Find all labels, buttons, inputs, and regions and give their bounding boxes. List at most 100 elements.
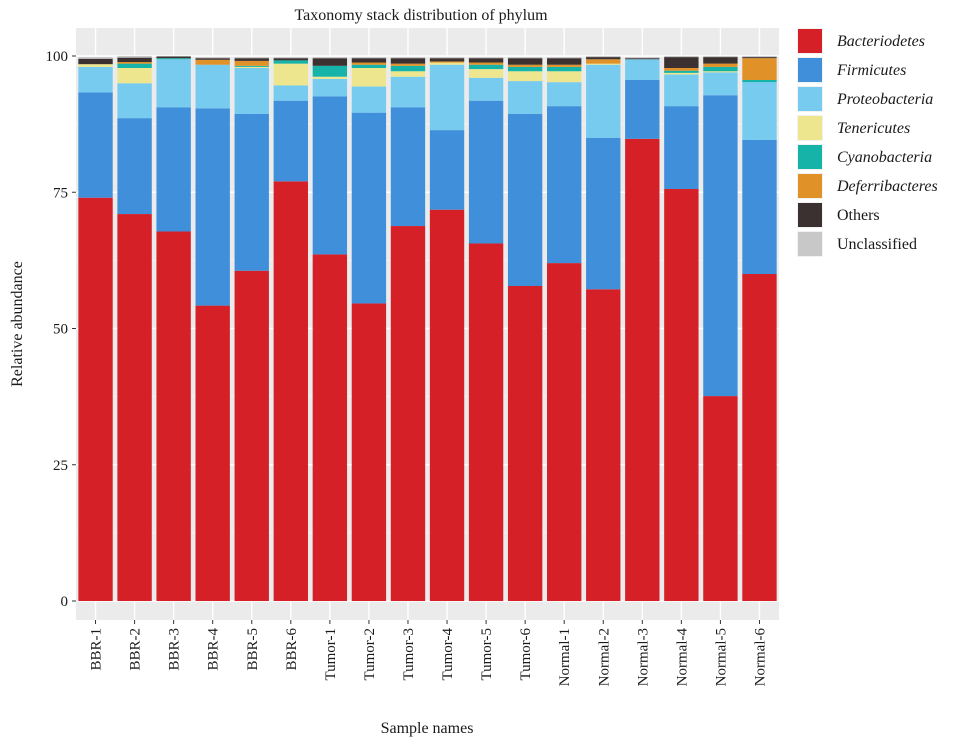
bar-segment <box>625 58 660 60</box>
legend-label: Bacteriodetes <box>837 33 925 50</box>
x-tick-label: Normal-5 <box>713 628 729 686</box>
bar-segment <box>507 113 543 286</box>
bar-segment <box>703 56 738 58</box>
bar-segment <box>117 214 152 602</box>
bar-segment <box>703 72 738 96</box>
bar-segment <box>625 57 660 59</box>
plot-panel <box>76 28 779 620</box>
bar-segment <box>78 58 113 65</box>
bar-segment <box>78 197 113 601</box>
bar-segment <box>703 71 738 73</box>
bar-stack <box>195 57 230 601</box>
bar-segment <box>664 70 699 73</box>
bar-segment <box>78 57 113 59</box>
bar-segment <box>195 57 230 59</box>
bar-segment <box>156 231 191 602</box>
bar-stack <box>117 56 152 602</box>
x-tick-label: Tumor-6 <box>518 628 534 681</box>
legend-item: Unclassified <box>797 231 917 257</box>
y-tick-label: 100 <box>46 49 69 65</box>
bar-segment <box>312 78 348 97</box>
bar-stack <box>586 56 621 601</box>
bar-segment <box>390 58 426 64</box>
bar-segment <box>429 64 465 131</box>
bar-segment <box>78 92 113 198</box>
bar-stack <box>234 57 269 601</box>
bar-segment <box>351 58 387 63</box>
bar-segment <box>507 64 543 67</box>
bar-stack <box>390 57 426 602</box>
bar-segment <box>117 63 152 68</box>
x-tick-label: BBR-3 <box>167 628 183 671</box>
bar-segment <box>117 57 152 62</box>
bar-segment <box>234 57 269 59</box>
x-tick-label: BBR-2 <box>128 628 144 671</box>
bar-segment <box>273 60 308 64</box>
legend-item: Bacteriodetes <box>797 28 925 54</box>
bar-segment <box>547 58 582 65</box>
bar-segment <box>703 396 738 601</box>
bar-segment <box>156 107 191 232</box>
legend-label: Others <box>837 207 880 224</box>
bar-segment <box>507 57 543 59</box>
bar-segment <box>586 63 621 65</box>
legend-swatch <box>798 174 822 198</box>
bar-segment <box>195 108 230 306</box>
legend-item: Firmicutes <box>797 57 906 83</box>
x-tick-label: Normal-2 <box>596 628 612 686</box>
bar-segment <box>507 66 543 72</box>
bar-segment <box>273 58 308 61</box>
bar-segment <box>234 60 269 66</box>
bar-segment <box>703 66 738 72</box>
x-tick-label: BBR-6 <box>284 628 300 671</box>
bar-stack <box>78 57 113 601</box>
bar-segment <box>703 63 738 67</box>
bar-segment <box>156 58 191 60</box>
bar-stack <box>351 57 387 601</box>
bar-segment <box>117 67 152 84</box>
legend-swatch <box>798 87 822 111</box>
bar-segment <box>312 96 348 255</box>
bar-segment <box>351 62 387 65</box>
bar-segment <box>234 65 269 67</box>
bar-segment <box>117 118 152 215</box>
x-tick-label: BBR-1 <box>89 628 105 671</box>
bar-segment <box>273 100 308 182</box>
bar-segment <box>195 59 230 65</box>
bar-segment <box>742 57 777 59</box>
bar-stack <box>273 57 308 601</box>
bar-segment <box>468 64 504 70</box>
bar-stack <box>547 57 582 601</box>
bar-segment <box>117 56 152 58</box>
bar-segment <box>742 82 777 140</box>
legend-label: Tenericutes <box>837 120 910 137</box>
bar-segment <box>390 76 426 108</box>
y-axis: 0 25 50 75 100 <box>46 49 76 610</box>
legend-item: Proteobacteria <box>797 86 933 112</box>
legend-item: Deferribacteres <box>797 173 938 199</box>
bar-segment <box>586 289 621 601</box>
bar-segment <box>78 66 113 93</box>
x-axis-title: Sample names <box>381 720 474 737</box>
bar-segment <box>507 71 543 82</box>
bar-segment <box>468 100 504 244</box>
bar-segment <box>117 61 152 64</box>
bar-segment <box>312 58 348 66</box>
bar-segment <box>664 74 699 107</box>
bar-segment <box>195 305 230 601</box>
legend-swatch <box>798 145 822 169</box>
y-axis-title: Relative abundance <box>9 261 26 387</box>
bar-segment <box>234 270 269 601</box>
legend-label: Proteobacteria <box>836 91 933 108</box>
legend-label: Firmicutes <box>836 62 906 79</box>
bars-layer <box>78 56 777 602</box>
bar-segment <box>507 285 543 601</box>
bar-segment <box>664 188 699 602</box>
bar-segment <box>468 58 504 63</box>
legend-swatch <box>798 232 822 256</box>
bar-segment <box>429 130 465 210</box>
bar-segment <box>625 138 660 601</box>
bar-segment <box>273 85 308 101</box>
bar-segment <box>468 57 504 59</box>
y-tick-label: 25 <box>53 458 68 474</box>
